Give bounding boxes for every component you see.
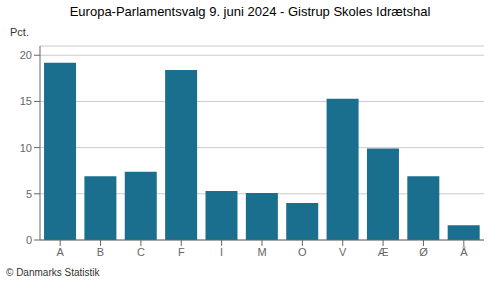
- svg-text:Æ: Æ: [378, 246, 389, 258]
- svg-text:Ø: Ø: [419, 246, 428, 258]
- svg-text:Å: Å: [460, 246, 468, 258]
- svg-text:O: O: [298, 246, 307, 258]
- svg-text:20: 20: [20, 49, 32, 61]
- html-text:Pct.: Pct.: [10, 26, 29, 38]
- svg-text:I: I: [220, 246, 223, 258]
- svg-text:A: A: [57, 246, 65, 258]
- svg-text:15: 15: [20, 95, 32, 107]
- svg-text:0: 0: [26, 234, 32, 246]
- svg-text:C: C: [137, 246, 145, 258]
- svg-text:10: 10: [20, 142, 32, 154]
- html-text:© Danmarks Statistik: © Danmarks Statistik: [6, 267, 100, 278]
- svg-text:V: V: [339, 246, 347, 258]
- svg-text:B: B: [97, 246, 104, 258]
- svg-text:5: 5: [26, 188, 32, 200]
- svg-text:F: F: [178, 246, 185, 258]
- svg-text:M: M: [257, 246, 266, 258]
- html-text:Europa-Parlamentsvalg 9. juni: Europa-Parlamentsvalg 9. juni 2024 - Gis…: [69, 4, 431, 19]
